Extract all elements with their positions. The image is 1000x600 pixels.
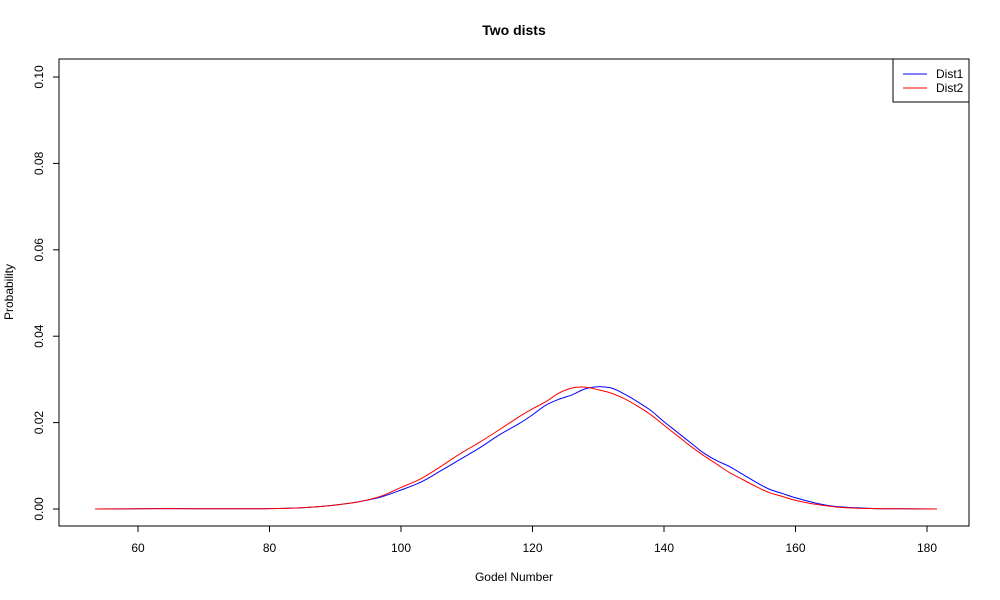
y-tick-label: 0.02 [32, 411, 46, 435]
series-line-dist2 [95, 386, 937, 510]
legend: Dist1 Dist2 [892, 58, 970, 103]
y-tick-label: 0.08 [32, 151, 46, 175]
x-tick-label: 100 [391, 541, 411, 555]
x-tick-label: 160 [785, 541, 805, 555]
x-axis-label: Godel Number [475, 570, 553, 584]
y-tick-label: 0.06 [32, 238, 46, 262]
y-axis-label: Probability [2, 264, 16, 320]
x-tick-label: 140 [654, 541, 674, 555]
x-axis: 60 80 100 120 140 160 180 [131, 525, 937, 555]
chart-title: Two dists [482, 22, 546, 38]
y-tick-label: 0.00 [32, 497, 46, 521]
x-tick-label: 60 [131, 541, 145, 555]
series-layer [95, 386, 937, 510]
legend-label-dist2: Dist2 [936, 81, 964, 95]
x-tick-label: 80 [263, 541, 277, 555]
y-tick-label: 0.04 [32, 324, 46, 348]
y-tick-label: 0.10 [32, 65, 46, 89]
x-tick-label: 180 [917, 541, 937, 555]
legend-label-dist1: Dist1 [936, 67, 964, 81]
x-tick-label: 120 [522, 541, 542, 555]
plot-frame [58, 58, 970, 527]
y-axis: 0.00 0.02 0.04 0.06 0.08 0.10 [32, 65, 60, 521]
series-line-dist1 [95, 386, 937, 510]
legend-box [892, 58, 970, 103]
